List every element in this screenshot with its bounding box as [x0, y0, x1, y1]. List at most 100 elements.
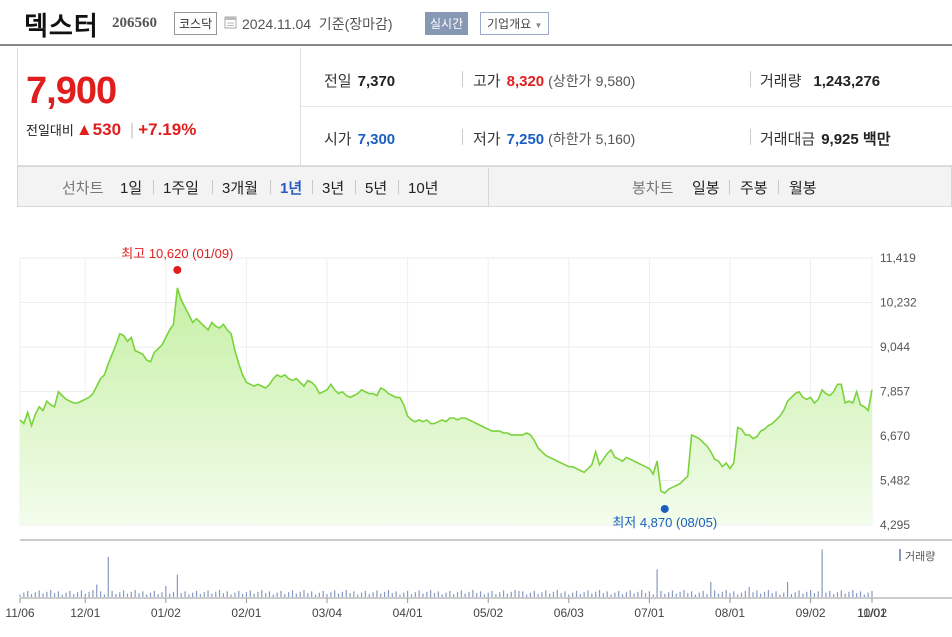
day-high-label: 고가 [473, 73, 501, 90]
day-high: 고가 8,320 (상한가 9,580) [473, 70, 635, 91]
tab-1y[interactable]: 1년 [280, 180, 303, 197]
stock-code: 206560 [112, 15, 157, 31]
tab-daily-candle[interactable]: 일봉 [692, 180, 720, 197]
x-tick-label: 09/02 [796, 606, 826, 620]
x-tick-label: 08/01 [715, 606, 745, 620]
market-badge: 코스닥 [174, 12, 218, 35]
x-tick-label: 04/01 [393, 606, 423, 620]
lower-limit-value: 5,160) [595, 131, 636, 147]
stock-name: 덱스터 [24, 11, 99, 41]
company-overview-dropdown[interactable]: 기업개요 ▼ [480, 12, 550, 35]
day-low-label: 저가 [473, 131, 501, 148]
tab-weekly-candle[interactable]: 주봉 [740, 180, 768, 197]
upper-limit-value: 9,580) [595, 73, 636, 89]
high-annotation: 최고 10,620 (01/09) [121, 246, 233, 261]
header-bar [0, 0, 952, 46]
trade-amount-value: 9,925 [821, 131, 859, 148]
tab-1w[interactable]: 1주일 [163, 180, 199, 197]
y-tick-label: 4,295 [880, 518, 910, 532]
change-label: 전일대비 [26, 123, 74, 138]
x-tick-label: 10/02 [857, 606, 887, 620]
open-label: 시가 [324, 131, 352, 148]
tab-divider [212, 180, 213, 194]
price-line [19, 287, 873, 494]
x-tick-label: 07/01 [634, 606, 664, 620]
prev-close-value: 7,370 [357, 73, 396, 90]
lower-limit-label: (하한가 [548, 131, 592, 147]
current-price: 7,900 [26, 70, 117, 112]
volume-legend-label: 거래량 [905, 550, 935, 563]
cell-divider [462, 129, 463, 145]
tabs-divider [488, 168, 489, 206]
trade-amount-label: 거래대금 [760, 131, 816, 148]
x-axis-ticks: 11/06 12/01 01/02 02/01 03/04 04/01 05/02 06/03… [5, 598, 887, 620]
day-low-value: 7,250 [506, 131, 545, 148]
low-point-marker [660, 504, 669, 513]
day-low: 저가 7,250 (하한가 5,160) [473, 128, 635, 149]
realtime-button[interactable]: 실시간 [425, 12, 469, 35]
x-tick-label: 11/06 [5, 606, 34, 620]
tab-5y[interactable]: 5년 [365, 180, 388, 197]
change-row: 전일대비 ▲530 | +7.19% [26, 120, 196, 140]
trade-amount: 거래대금 9,925 백만 [760, 128, 891, 149]
calendar-icon [224, 16, 237, 29]
prev-close: 전일 7,370 [324, 70, 395, 91]
high-point-marker [173, 265, 182, 274]
volume-bars [19, 549, 873, 597]
price-area [20, 287, 872, 525]
line-chart-label: 선차트 [62, 180, 104, 197]
chevron-down-icon: ▼ [534, 21, 543, 30]
low-annotation: 최저 4,870 (08/05) [612, 515, 717, 530]
x-tick-label: 05/02 [473, 606, 503, 620]
x-tick-label: 01/02 [151, 606, 181, 620]
change-value: 530 [92, 120, 122, 139]
volume-value: 1,243,276 [813, 73, 881, 90]
tab-3y[interactable]: 3년 [322, 180, 345, 197]
volume-legend-swatch [899, 549, 901, 561]
tab-divider [778, 180, 779, 194]
prev-close-label: 전일 [324, 73, 352, 90]
day-high-value: 8,320 [506, 73, 545, 90]
y-tick-label: 6,670 [880, 429, 910, 443]
company-overview-label: 기업개요 [487, 17, 532, 31]
tab-1d[interactable]: 1일 [120, 180, 143, 197]
tab-divider [312, 180, 313, 194]
tab-monthly-candle[interactable]: 월봉 [789, 180, 817, 197]
cell-divider [750, 129, 751, 145]
trade-amount-unit: 백만 [862, 131, 891, 148]
tab-divider [270, 180, 271, 194]
volume-label: 거래량 [760, 73, 802, 90]
tab-divider [729, 180, 730, 194]
cell-divider [462, 71, 463, 87]
y-tick-label: 11,419 [880, 251, 916, 265]
x-tick-label: 03/04 [312, 606, 342, 620]
quote-panel [17, 48, 952, 166]
candle-chart-label: 봉차트 [632, 180, 674, 197]
x-tick-label: 11/01 [857, 606, 886, 620]
x-tick-label: 06/03 [554, 606, 584, 620]
row-divider [300, 106, 952, 107]
y-tick-label: 9,044 [880, 340, 910, 354]
y-axis-ticks: 11,419 10,232 9,044 7,857 6,670 5,482 4,295 [880, 251, 917, 532]
cell-divider [750, 71, 751, 87]
chart-period-tabs [17, 166, 952, 207]
y-tick-label: 10,232 [880, 296, 917, 310]
volume: 거래량 1,243,276 [760, 70, 880, 91]
change-percent: +7.19% [138, 120, 197, 139]
up-triangle-icon: ▲ [75, 120, 93, 139]
upper-limit-label: (상한가 [548, 73, 592, 89]
x-tick-label: 02/01 [231, 606, 261, 620]
y-tick-label: 5,482 [880, 474, 910, 488]
tab-divider [398, 180, 399, 194]
open-price: 시가 7,300 [324, 128, 395, 149]
tab-10y[interactable]: 10년 [408, 180, 439, 197]
tab-3m[interactable]: 3개월 [222, 180, 258, 197]
change-divider: | [129, 120, 135, 139]
open-value: 7,300 [357, 131, 396, 148]
x-tick-label: 12/01 [70, 606, 100, 620]
tab-divider [355, 180, 356, 194]
y-tick-label: 7,857 [880, 385, 910, 399]
base-date: 2024.11.04 기준(장마감) [242, 16, 393, 32]
tab-divider [153, 180, 154, 194]
